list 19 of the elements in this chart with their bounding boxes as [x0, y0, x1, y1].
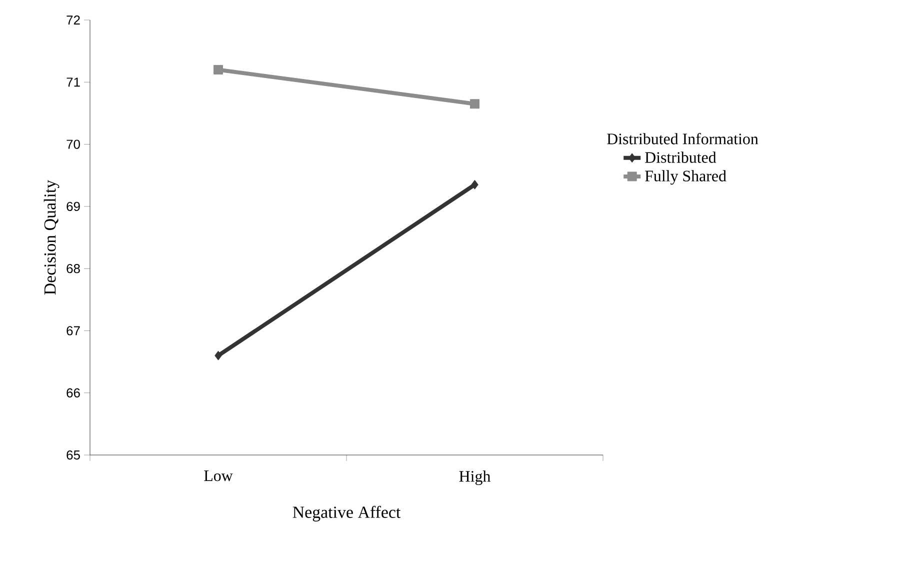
y-tick-label: 68 [66, 264, 80, 274]
legend-label: Fully Shared [645, 170, 726, 185]
y-tick-label: 69 [66, 202, 80, 212]
point [214, 350, 222, 360]
x-axis-title: Negative Affect [292, 506, 401, 522]
y-tick-label: 66 [66, 388, 80, 398]
point [214, 64, 223, 74]
x-tick-label: High [459, 470, 490, 486]
x-tick-label: Low [204, 470, 233, 482]
y-tick-label: 70 [66, 140, 80, 149]
point [471, 180, 478, 190]
y-tick-label: 67 [66, 326, 80, 336]
legend-label: Distributed [645, 152, 716, 163]
y-tick-label: 71 [66, 78, 80, 87]
legend-title: Distributed Information [607, 132, 758, 144]
y-tick-label: 65 [66, 450, 80, 460]
point [470, 99, 480, 109]
y-tick-label: 72 [66, 15, 80, 25]
y-axis-title: Decision Quality [44, 180, 60, 295]
